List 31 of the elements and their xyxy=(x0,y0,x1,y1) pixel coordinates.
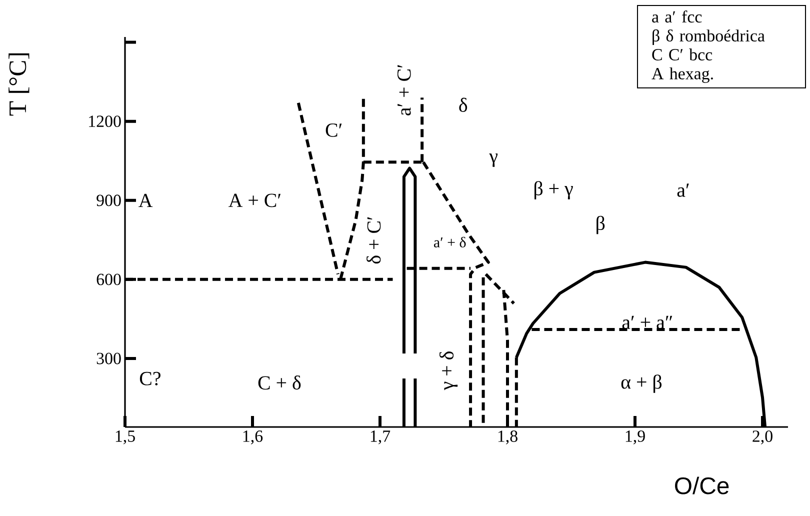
y-tick-label: 1200 xyxy=(89,116,121,128)
y-tick-label: 900 xyxy=(96,194,121,206)
annotation: A xyxy=(138,194,153,207)
y-axis-title: T [°C] xyxy=(8,53,30,116)
annotation: A hexag. xyxy=(652,67,713,83)
annotation: β xyxy=(596,216,605,234)
x-tick-label: 1,7 xyxy=(370,430,390,444)
x-tick-label: 1,5 xyxy=(116,430,135,444)
x-tick-label: 1,6 xyxy=(243,430,263,444)
y-tick-label: 300 xyxy=(96,352,121,364)
annotation: γ + δ xyxy=(439,352,458,390)
annotation: C + δ xyxy=(258,375,301,390)
annotation: a′ + C′ xyxy=(397,65,411,116)
annotation: δ xyxy=(459,98,468,112)
x-tick-label: 1,8 xyxy=(498,430,518,444)
x-tick-label: 1,9 xyxy=(626,430,645,444)
annotation: β + γ xyxy=(534,181,573,200)
annotation: A + C′ xyxy=(228,194,281,208)
annotation: C′ xyxy=(326,124,342,137)
annotation: γ xyxy=(489,154,498,167)
annotation: β δ romboédrica xyxy=(652,29,765,45)
x-tick-label: 2,0 xyxy=(752,430,772,444)
annotation: a′ xyxy=(677,184,689,197)
text: a a′ fcc xyxy=(652,10,702,23)
annotation: α + β xyxy=(621,374,662,393)
x-axis-title: O/Ce xyxy=(675,476,729,494)
annotation: C? xyxy=(140,372,160,386)
annotation: δ + C′ xyxy=(366,217,381,264)
y-tick-label: 600 xyxy=(96,274,121,286)
annotation: C C′ bcc xyxy=(652,48,712,60)
annotation: a′ + δ xyxy=(434,236,466,248)
